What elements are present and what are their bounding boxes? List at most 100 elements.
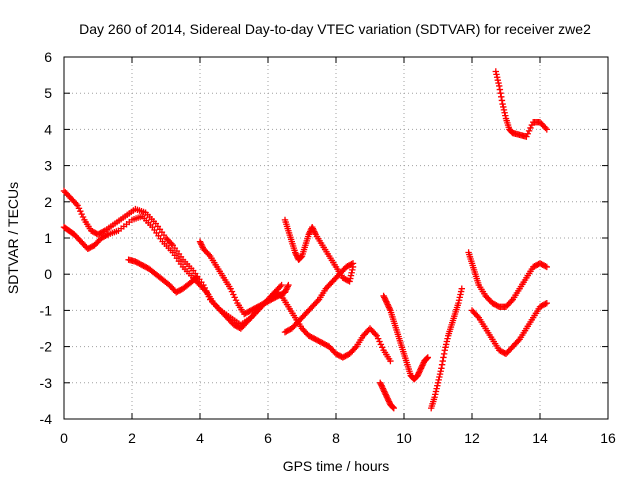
- series-track-g: [380, 292, 431, 383]
- grid-layer: [64, 57, 608, 419]
- x-tick-label: 2: [128, 430, 136, 446]
- data-point: [385, 302, 392, 310]
- data-point: [441, 347, 448, 354]
- data-point: [381, 294, 388, 301]
- data-point: [384, 301, 391, 308]
- data-point: [543, 299, 550, 307]
- data-point: [433, 385, 440, 392]
- data-point: [431, 394, 438, 401]
- data-point: [385, 398, 393, 405]
- data-point: [100, 228, 107, 235]
- y-axis-label: SDTVAR / TECUs: [5, 182, 21, 294]
- y-tick-label: 3: [44, 158, 52, 174]
- data-point: [298, 253, 305, 261]
- data-point: [198, 242, 206, 250]
- x-tick-label: 4: [196, 430, 204, 446]
- data-point: [348, 269, 355, 276]
- data-point: [197, 239, 204, 247]
- series-track-d: [196, 238, 292, 318]
- data-point: [196, 238, 204, 245]
- data-point: [205, 251, 213, 258]
- data-point: [374, 335, 382, 342]
- data-point: [377, 379, 384, 386]
- data-point: [309, 223, 316, 231]
- data-point: [498, 93, 505, 101]
- data-point: [314, 297, 321, 305]
- data-point: [75, 205, 83, 212]
- data-point: [456, 294, 463, 301]
- series-track-h: [377, 379, 397, 412]
- data-point: [285, 281, 292, 289]
- y-tick-label: -2: [40, 339, 53, 355]
- data-point: [389, 403, 396, 410]
- data-point: [382, 297, 389, 304]
- y-tick-labels: -4 -3 -2 -1 0 1 2 3 4 5 6: [40, 49, 53, 427]
- series-track-f: [281, 260, 357, 336]
- data-point: [383, 299, 391, 307]
- data-point: [192, 275, 199, 283]
- data-point: [440, 354, 447, 361]
- data-point: [496, 82, 503, 90]
- x-tick-label: 14: [532, 430, 548, 446]
- data-point: [543, 263, 550, 271]
- data-point: [349, 266, 356, 274]
- data-point: [419, 362, 426, 369]
- data-point: [277, 283, 284, 290]
- data-point: [438, 365, 445, 372]
- data-point: [423, 354, 431, 362]
- data-point: [440, 350, 448, 358]
- series-track-c: [125, 256, 200, 296]
- data-point: [390, 404, 397, 412]
- data-point: [418, 363, 425, 371]
- data-point: [502, 112, 509, 119]
- data-point: [278, 281, 285, 289]
- data-point: [202, 287, 209, 295]
- y-tick-label: 6: [44, 49, 52, 65]
- data-point: [281, 289, 289, 296]
- data-point: [424, 354, 431, 361]
- data-point: [500, 106, 508, 114]
- data-point: [499, 100, 506, 108]
- data-point: [380, 386, 387, 394]
- marks-layer: [60, 68, 550, 412]
- x-tick-label: 8: [332, 430, 340, 446]
- data-point: [379, 383, 386, 391]
- data-point: [500, 103, 507, 111]
- data-point: [283, 284, 291, 292]
- data-point: [442, 341, 450, 348]
- data-point: [434, 382, 441, 389]
- y-tick-label: 1: [44, 230, 52, 246]
- data-point: [458, 285, 465, 292]
- data-point: [230, 291, 237, 298]
- series-track-e: [281, 216, 357, 285]
- x-tick-label: 0: [60, 430, 68, 446]
- data-point: [496, 86, 504, 93]
- data-point: [305, 231, 312, 238]
- data-point: [442, 344, 449, 351]
- data-point: [439, 357, 446, 365]
- data-point: [542, 300, 549, 308]
- data-point: [73, 200, 80, 208]
- data-point: [227, 285, 234, 292]
- y-tick-label: -4: [40, 411, 53, 427]
- y-tick-label: -1: [40, 302, 53, 318]
- data-point: [379, 385, 387, 392]
- data-point: [168, 240, 175, 247]
- data-point: [435, 376, 442, 384]
- data-point: [384, 395, 391, 402]
- data-point: [542, 124, 549, 132]
- y-tick-label: 5: [44, 85, 52, 101]
- data-point: [437, 368, 444, 375]
- data-point: [383, 298, 390, 305]
- data-point: [306, 229, 313, 237]
- x-axis-label: GPS time / hours: [283, 458, 390, 474]
- data-point: [386, 305, 393, 313]
- data-point: [79, 213, 87, 221]
- data-point: [377, 381, 385, 388]
- data-point: [432, 391, 439, 398]
- data-point: [416, 368, 423, 375]
- data-point: [349, 260, 357, 267]
- chart-title: Day 260 of 2014, Sidereal Day-to-day VTE…: [79, 21, 591, 37]
- data-point: [423, 355, 430, 363]
